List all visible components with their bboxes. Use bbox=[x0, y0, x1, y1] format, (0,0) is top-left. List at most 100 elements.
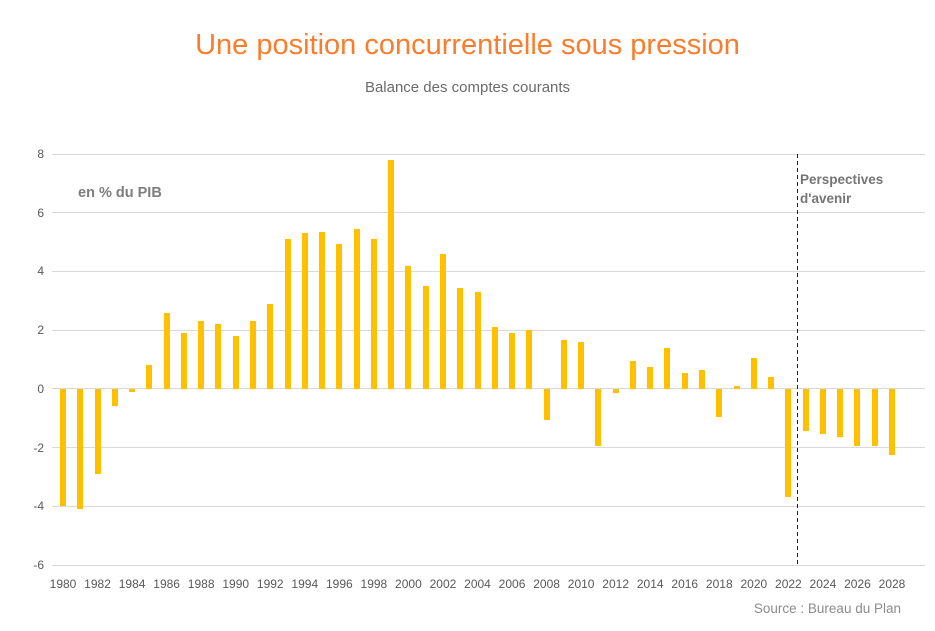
x-axis-tick-label: 1992 bbox=[256, 577, 284, 591]
forecast-divider-line bbox=[797, 154, 798, 565]
gridline bbox=[52, 388, 925, 390]
x-axis-tick-label: 2004 bbox=[464, 577, 491, 591]
bar bbox=[77, 388, 84, 510]
bar bbox=[560, 340, 567, 389]
bar bbox=[612, 388, 619, 394]
bar bbox=[474, 291, 481, 389]
bar bbox=[509, 333, 516, 389]
x-axis-tick-label: 2006 bbox=[498, 577, 526, 591]
x-axis-tick-label: 2028 bbox=[878, 577, 906, 591]
bar bbox=[526, 330, 533, 389]
bar bbox=[422, 286, 429, 389]
gridline bbox=[52, 447, 925, 449]
y-axis-tick-label: 0 bbox=[37, 381, 44, 396]
x-axis-tick-label: 2020 bbox=[740, 577, 768, 591]
bar bbox=[198, 321, 205, 389]
bar bbox=[353, 228, 360, 389]
bar bbox=[388, 159, 395, 389]
x-axis-tick-label: 1994 bbox=[291, 577, 319, 591]
bar bbox=[854, 388, 861, 447]
bar bbox=[733, 385, 740, 389]
bar bbox=[647, 366, 654, 389]
forecast-label-line1: Perspectives bbox=[800, 172, 884, 187]
x-axis-tick-label: 1996 bbox=[325, 577, 353, 591]
bar bbox=[284, 239, 291, 389]
forecast-label-line2: d'avenir bbox=[800, 191, 852, 206]
bar bbox=[301, 233, 308, 389]
bar bbox=[629, 360, 636, 389]
y-axis-tick-label: 8 bbox=[37, 147, 44, 161]
bar bbox=[146, 365, 153, 389]
bar bbox=[249, 321, 256, 389]
y-axis-tick-label: -6 bbox=[33, 558, 44, 572]
bar bbox=[819, 388, 826, 435]
bar bbox=[60, 388, 66, 507]
bar bbox=[111, 388, 118, 407]
bar bbox=[215, 324, 222, 389]
x-axis-tick-label: 1988 bbox=[187, 577, 215, 591]
gridline bbox=[52, 153, 925, 155]
bar bbox=[491, 327, 498, 389]
bar bbox=[716, 388, 723, 417]
bar bbox=[889, 388, 895, 455]
x-axis-tick-label: 2012 bbox=[602, 577, 629, 591]
x-axis-tick-label: 2026 bbox=[844, 577, 871, 591]
x-axis-tick-label: 1986 bbox=[153, 577, 180, 591]
source-note: Source : Bureau du Plan bbox=[753, 601, 901, 616]
bar bbox=[664, 347, 671, 389]
y-axis-tick-label: -2 bbox=[33, 440, 44, 455]
gridline bbox=[52, 329, 925, 331]
x-axis-tick-label: 2002 bbox=[429, 577, 457, 591]
bar bbox=[336, 243, 343, 389]
x-axis-tick-label: 2018 bbox=[705, 577, 733, 591]
bar bbox=[163, 312, 170, 389]
x-axis-tick-label: 2022 bbox=[775, 577, 802, 591]
plot-area bbox=[52, 153, 925, 566]
x-axis-tick-label: 1982 bbox=[84, 577, 111, 591]
bar bbox=[681, 372, 688, 389]
x-axis-tick-label: 1990 bbox=[222, 577, 250, 591]
x-axis-tick-label: 2010 bbox=[567, 577, 595, 591]
x-axis-tick-label: 2016 bbox=[671, 577, 699, 591]
forecast-label: Perspectives d'avenir bbox=[800, 170, 883, 208]
bar bbox=[232, 336, 239, 389]
y-axis-tick-label: -4 bbox=[33, 499, 44, 514]
bar bbox=[180, 333, 187, 389]
bar bbox=[768, 377, 775, 389]
bar bbox=[405, 265, 412, 389]
bar bbox=[871, 388, 878, 447]
x-axis-tick-label: 2008 bbox=[533, 577, 560, 591]
x-axis-tick-label: 2024 bbox=[809, 577, 837, 591]
x-axis-tick-label: 2014 bbox=[636, 577, 664, 591]
y-axis-tick-label: 4 bbox=[37, 264, 44, 279]
x-axis-tick-label: 2000 bbox=[395, 577, 422, 591]
gridline bbox=[52, 505, 925, 507]
bar bbox=[267, 303, 274, 389]
bar bbox=[457, 287, 464, 389]
bar bbox=[129, 388, 136, 392]
bar bbox=[94, 388, 101, 474]
bar bbox=[802, 388, 809, 432]
bar bbox=[319, 231, 326, 389]
gridline bbox=[52, 564, 925, 566]
bar bbox=[699, 369, 706, 389]
y-axis-tick-label: 6 bbox=[37, 205, 44, 220]
bar bbox=[370, 239, 377, 389]
x-axis-tick-label: 1984 bbox=[118, 577, 146, 591]
bar bbox=[595, 388, 602, 447]
bar bbox=[750, 358, 757, 389]
gridline bbox=[52, 270, 925, 272]
bar bbox=[837, 388, 844, 438]
bar bbox=[543, 388, 550, 420]
x-axis-tick-label: 1980 bbox=[49, 577, 77, 591]
chart-title: Une position concurrentielle sous pressi… bbox=[195, 29, 740, 61]
y-axis-tick-label: 2 bbox=[37, 323, 44, 338]
bar bbox=[578, 341, 585, 389]
unit-label: en % du PIB bbox=[78, 185, 162, 201]
gridline bbox=[52, 212, 925, 214]
chart-subtitle: Balance des comptes courants bbox=[364, 79, 571, 96]
bar bbox=[439, 253, 446, 389]
x-axis-tick-label: 1998 bbox=[360, 577, 388, 591]
bar bbox=[785, 388, 792, 498]
